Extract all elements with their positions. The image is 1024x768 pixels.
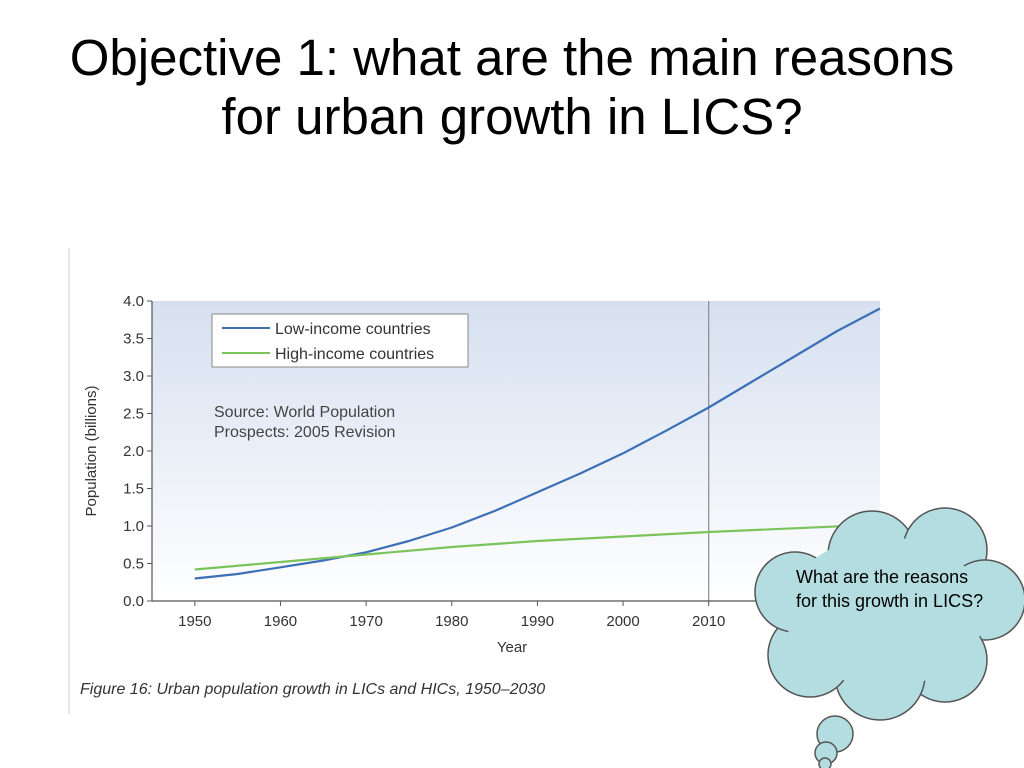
bubble-tail-small [818,757,832,768]
y-tick-label: 3.5 [123,331,144,348]
y-tick-label: 1.5 [123,481,144,498]
figure-caption: Figure 16: Urban population growth in LI… [80,681,545,698]
thought-bubble [754,507,1024,768]
x-tick-label: 1960 [264,613,297,630]
source-line-2: Prospects: 2005 Revision [214,424,395,441]
y-tick-label: 1.0 [123,518,144,535]
y-tick-label: 3.0 [123,368,144,385]
x-axis-title: Year [497,639,527,656]
series-line-low-income [194,307,881,580]
legend-box [211,313,469,368]
legend: Low-income countries High-income countri… [211,313,469,368]
callout-text: What are the reasons for this growth in … [796,567,984,611]
source-line-1: Source: World Population [214,404,395,421]
x-tick-label: 1980 [435,613,468,630]
legend-label-low-income: Low-income countries [275,321,431,338]
x-tick-label: 1990 [521,613,554,630]
y-tick-label: 0.0 [123,593,144,610]
x-tick-label: 1970 [349,613,382,630]
x-tick-label: 1950 [178,613,211,630]
x-tick-label: 2000 [606,613,639,630]
y-tick-label: 2.5 [123,406,144,423]
y-axis-title: Population (billions) [83,386,100,517]
x-tick-label: 2010 [692,613,725,630]
slide-title: Objective 1: what are the main reasons f… [69,29,955,145]
legend-label-high-income: High-income countries [275,346,434,363]
y-tick-label: 0.5 [123,556,144,573]
y-tick-label: 4.0 [123,293,144,310]
series-line-high-income [194,523,881,571]
y-tick-label: 2.0 [123,443,144,460]
